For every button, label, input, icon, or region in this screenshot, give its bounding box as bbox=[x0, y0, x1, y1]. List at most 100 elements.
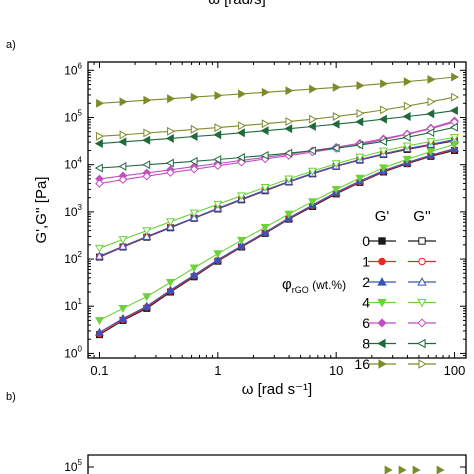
data-point bbox=[451, 92, 460, 102]
data-point bbox=[356, 81, 365, 91]
data-point bbox=[118, 305, 128, 314]
series-line bbox=[99, 139, 455, 257]
y-tick-label: 100 bbox=[64, 344, 82, 360]
data-point bbox=[142, 171, 152, 181]
data-point bbox=[402, 155, 412, 164]
y-axis-label: G',G'' [Pa] bbox=[33, 177, 50, 244]
data-point bbox=[118, 161, 127, 171]
data-point bbox=[142, 293, 152, 302]
legend-col-header: G'' bbox=[413, 208, 431, 225]
data-point bbox=[378, 137, 387, 146]
data-point bbox=[142, 231, 152, 240]
legend-row-label: 8 bbox=[362, 336, 370, 352]
series-line bbox=[99, 147, 455, 333]
series-g-8-wt- bbox=[94, 106, 458, 149]
data-point bbox=[213, 130, 222, 140]
data-point bbox=[331, 119, 340, 129]
y-tick-label: 103 bbox=[64, 203, 82, 219]
series-line bbox=[99, 96, 455, 137]
data-point bbox=[166, 168, 175, 177]
data-point bbox=[189, 132, 198, 141]
data-point bbox=[260, 150, 269, 160]
data-point bbox=[426, 138, 436, 147]
legend-marker bbox=[418, 257, 426, 266]
data-point bbox=[284, 175, 294, 184]
data-point bbox=[236, 153, 245, 162]
legend-group-title: φrGO (wt.%) bbox=[282, 276, 346, 295]
data-point bbox=[189, 156, 198, 166]
data-point bbox=[238, 89, 247, 99]
data-point bbox=[307, 122, 316, 131]
data-point bbox=[190, 124, 199, 134]
data-point bbox=[398, 465, 407, 474]
plot-area-b: 105 bbox=[64, 454, 467, 474]
data-point bbox=[118, 236, 128, 245]
data-point bbox=[449, 106, 458, 116]
x-tick-label: 10 bbox=[329, 363, 343, 378]
legend-col-header: G' bbox=[375, 208, 390, 225]
y-tick-label: 105 bbox=[64, 458, 82, 474]
data-point bbox=[189, 164, 199, 174]
data-point bbox=[308, 167, 317, 176]
data-point bbox=[284, 124, 293, 134]
data-point bbox=[308, 198, 317, 207]
x-tick-label: 1 bbox=[214, 363, 221, 378]
data-point bbox=[237, 192, 246, 201]
series-line bbox=[99, 136, 455, 249]
data-point bbox=[166, 285, 175, 294]
series-line bbox=[99, 76, 455, 104]
data-point bbox=[356, 108, 365, 118]
data-point bbox=[378, 114, 387, 124]
data-point bbox=[166, 222, 175, 231]
data-point bbox=[167, 94, 176, 104]
legend-marker bbox=[418, 237, 426, 245]
legend-marker bbox=[417, 318, 427, 328]
data-point bbox=[309, 114, 318, 124]
legend-marker bbox=[377, 338, 386, 349]
data-point bbox=[379, 147, 388, 156]
data-point bbox=[355, 117, 364, 127]
data-point bbox=[260, 126, 269, 136]
data-point bbox=[427, 75, 436, 84]
data-point bbox=[96, 131, 105, 141]
panel-a-label: a) bbox=[6, 39, 16, 51]
data-point bbox=[95, 327, 104, 336]
data-point bbox=[143, 128, 152, 138]
data-point bbox=[384, 465, 393, 474]
legend-row-label: 1 bbox=[362, 254, 370, 270]
panel-b-label: b) bbox=[6, 391, 16, 403]
y-tick-label: 102 bbox=[64, 250, 82, 266]
data-point bbox=[261, 87, 270, 97]
data-point bbox=[165, 158, 174, 168]
data-point bbox=[436, 465, 445, 474]
data-point bbox=[238, 121, 247, 131]
data-point bbox=[403, 101, 412, 111]
data-point bbox=[189, 270, 199, 279]
data-point bbox=[95, 251, 104, 260]
data-point bbox=[95, 317, 104, 326]
data-point bbox=[309, 84, 318, 94]
data-point bbox=[331, 143, 340, 153]
data-point bbox=[165, 133, 174, 143]
legend-row-label: 2 bbox=[362, 274, 370, 290]
data-point bbox=[94, 139, 103, 149]
data-point bbox=[426, 128, 435, 137]
data-point bbox=[284, 210, 294, 219]
cut-top-axis-label: ω [rad/s] bbox=[208, 0, 266, 8]
x-tick-label: 100 bbox=[444, 363, 466, 378]
series-line bbox=[99, 126, 455, 169]
data-point bbox=[450, 133, 459, 142]
data-point bbox=[236, 128, 245, 138]
data-point bbox=[285, 117, 294, 127]
data-point bbox=[118, 241, 128, 250]
series-line bbox=[99, 148, 455, 335]
series-group bbox=[94, 72, 460, 339]
data-point bbox=[213, 255, 223, 264]
data-point bbox=[213, 250, 223, 259]
data-point bbox=[166, 279, 175, 288]
x-axis-label: ω [rad s⁻¹] bbox=[242, 381, 312, 398]
data-point bbox=[118, 313, 128, 322]
legend-marker bbox=[417, 277, 427, 286]
